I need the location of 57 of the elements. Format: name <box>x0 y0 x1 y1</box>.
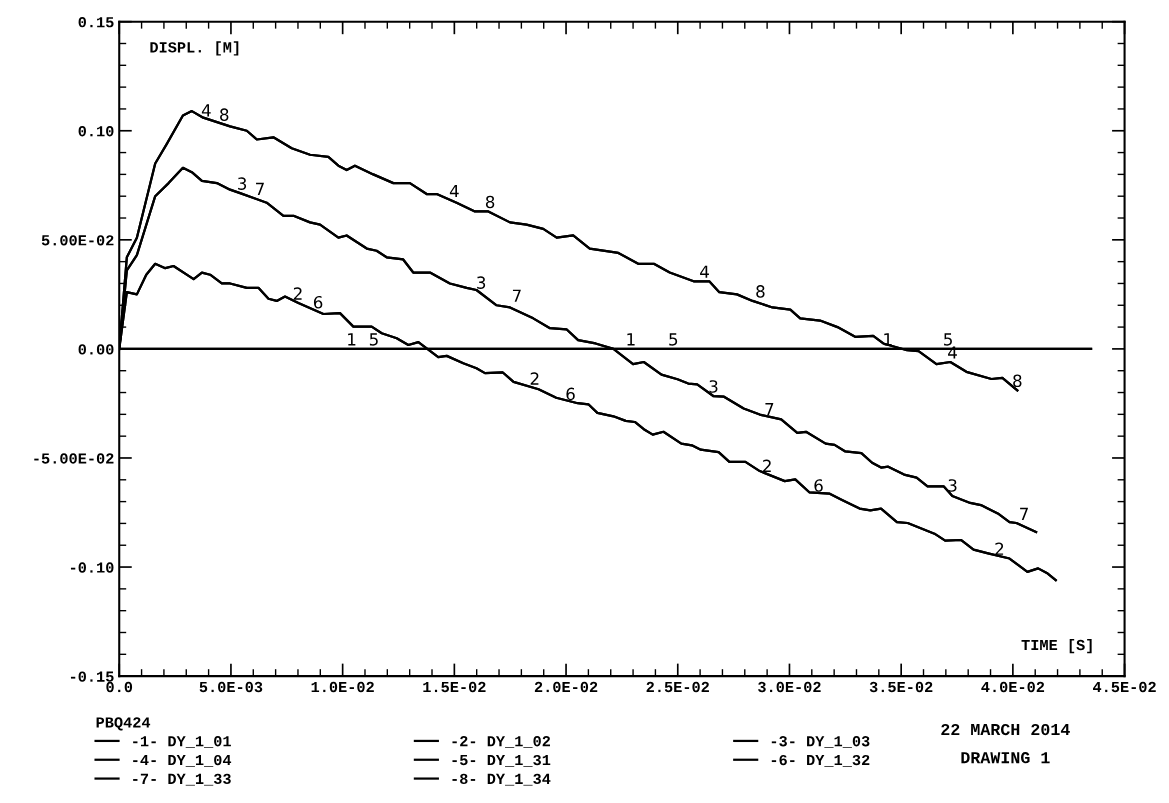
annotation: 3 <box>709 380 718 393</box>
annotation: 3 <box>948 479 957 492</box>
annotation: 6 <box>566 387 575 401</box>
legend-label: -7- DY_1_33 <box>133 773 231 786</box>
annotation: 5 <box>669 333 678 346</box>
annotation: 5 <box>944 333 952 346</box>
legend-label: -1- DY_1_01 <box>133 736 231 748</box>
x-tick-label: 5.0E-03 <box>199 681 263 693</box>
annotation: 7 <box>512 289 521 302</box>
annotation: 2 <box>763 459 771 472</box>
x-tick-label: 1.5E-02 <box>423 681 486 693</box>
annotation: 3 <box>238 177 247 190</box>
x-tick-label: 2.0E-02 <box>534 681 598 693</box>
text: 22 MARCH 2014 <box>941 723 1070 736</box>
x-tick-label: 4.5E-02 <box>1093 681 1156 693</box>
y-tick-label: 0.15 <box>78 17 114 28</box>
annotation: 4 <box>700 265 709 278</box>
annotation: 8 <box>220 108 229 121</box>
y-tick-label: 5.00E-02 <box>41 235 114 246</box>
annotation: 1 <box>348 333 356 346</box>
y-tick-label: -0.10 <box>70 562 114 573</box>
annotation: 6 <box>814 479 823 492</box>
x-tick-label: 2.5E-02 <box>646 681 709 693</box>
x-axis-title: TIME [S] <box>1021 638 1092 654</box>
legend-label: -8- DY_1_34 <box>452 773 551 786</box>
annotation: 8 <box>1013 374 1022 388</box>
annotation: 1 <box>627 333 635 346</box>
x-tick-label: 0.0 <box>106 681 133 693</box>
annotation: 2 <box>530 372 539 385</box>
legend-label: -2- DY_1_02 <box>452 736 551 748</box>
annotation: 7 <box>1020 507 1028 520</box>
y-tick-label: 0.10 <box>78 126 114 137</box>
legend-label: -6- DY_1_32 <box>771 754 870 767</box>
annotation: 7 <box>765 403 774 416</box>
x-tick-label: 4.0E-02 <box>981 681 1045 693</box>
y-tick-label: -0.15 <box>70 671 114 682</box>
annotation: 5 <box>369 333 378 346</box>
annotation: 8 <box>756 285 765 298</box>
legend-label: -3- DY_1_03 <box>771 736 870 748</box>
annotation: 6 <box>313 295 323 309</box>
x-tick-label: 3.5E-02 <box>869 681 933 693</box>
legend-label: -5- DY_1_31 <box>452 754 551 767</box>
y-tick-label: 0.00 <box>78 344 114 355</box>
annotation: 2 <box>293 287 302 300</box>
annotation: 7 <box>256 182 264 195</box>
text: DRAWING 1 <box>961 752 1050 764</box>
y-axis-title: DISPL. [M] <box>150 41 239 56</box>
legend-label: -4- DY_1_04 <box>133 754 232 767</box>
y-tick-label: -5.00E-02 <box>34 453 114 464</box>
annotation: 4 <box>449 184 459 198</box>
x-tick-label: 1.0E-02 <box>311 681 374 693</box>
annotation: 3 <box>477 276 486 289</box>
legend-title: PBQ424 <box>96 717 151 731</box>
annotation: 4 <box>201 104 211 117</box>
x-tick-label: 3.0E-02 <box>758 681 821 693</box>
annotation: 8 <box>485 195 495 209</box>
annotation: 2 <box>995 542 1004 555</box>
